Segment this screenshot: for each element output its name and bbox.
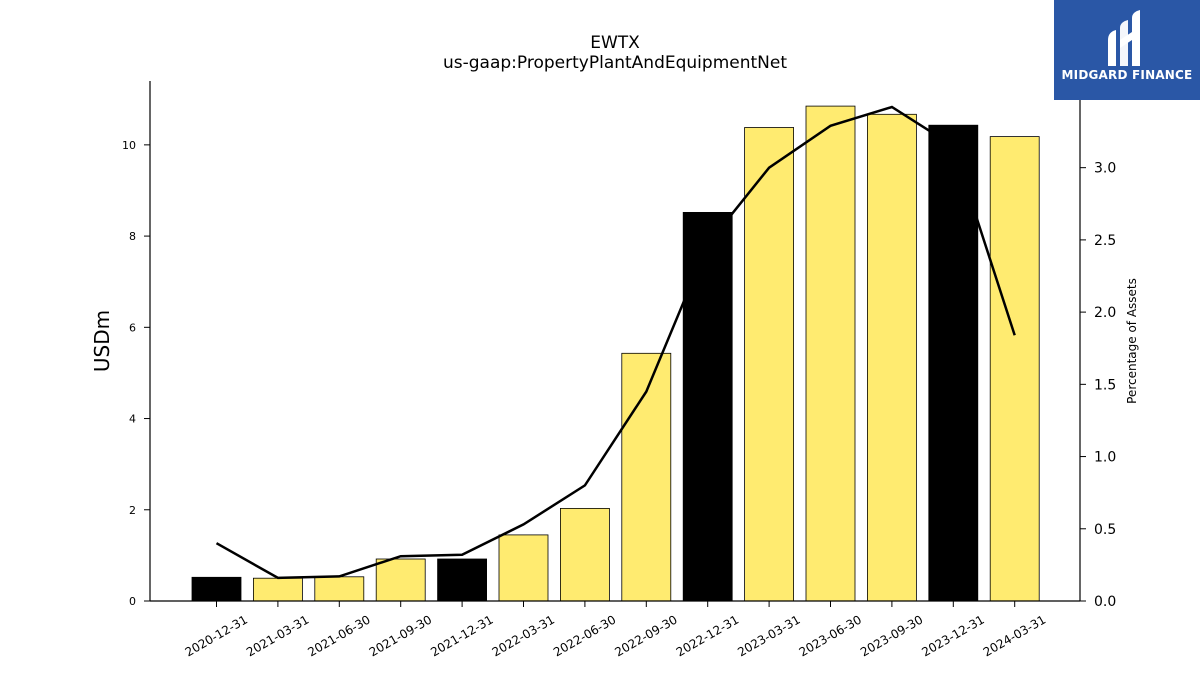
bar-2021-09-30 xyxy=(375,558,426,602)
y-axis-right-label: Percentage of Assets xyxy=(1125,278,1139,404)
x-ticks: 2020-12-312021-03-312021-06-302021-09-30… xyxy=(183,601,1048,659)
bar-2022-03-31 xyxy=(498,534,549,602)
x-tick-label: 2021-06-30 xyxy=(305,612,372,659)
right-tick-label: 1.0 xyxy=(1094,450,1116,466)
bar-2021-03-31 xyxy=(252,577,303,602)
x-tick-label: 2023-06-30 xyxy=(797,612,864,659)
right-tick-label: 2.0 xyxy=(1094,305,1116,321)
bar-2022-09-30 xyxy=(621,352,672,602)
x-tick-label: 2022-03-31 xyxy=(490,612,557,659)
chart-subtitle: us-gaap:PropertyPlantAndEquipmentNet xyxy=(443,53,787,73)
y-axis-label: USDm xyxy=(90,310,114,372)
left-tick-label: 6 xyxy=(129,321,136,334)
x-tick-label: 2024-03-31 xyxy=(981,612,1048,659)
x-tick-label: 2021-09-30 xyxy=(367,612,434,659)
right-tick-label: 0.5 xyxy=(1094,522,1116,538)
logo-text: MIDGARD FINANCE xyxy=(1061,68,1193,82)
chart-title: EWTX xyxy=(590,33,640,53)
x-tick-label: 2022-06-30 xyxy=(551,612,618,659)
logo-icon xyxy=(1108,10,1140,66)
right-tick-label: 0.0 xyxy=(1094,594,1116,610)
left-tick-label: 2 xyxy=(129,504,136,517)
left-tick-label: 0 xyxy=(129,595,136,608)
x-tick-label: 2022-12-31 xyxy=(674,612,741,659)
series-line xyxy=(215,105,1016,580)
x-tick-label: 2022-09-30 xyxy=(612,612,679,659)
bar-2023-06-30 xyxy=(805,105,856,602)
bar-2021-06-30 xyxy=(314,576,365,602)
logo: MIDGARD FINANCE xyxy=(1054,0,1200,100)
left-tick-label: 10 xyxy=(122,139,136,152)
x-tick-label: 2023-09-30 xyxy=(858,612,925,659)
x-tick-label: 2021-12-31 xyxy=(428,612,495,659)
bar-2021-12-31 xyxy=(437,558,488,602)
bar-2022-06-30 xyxy=(560,507,610,602)
bar-2024-03-31 xyxy=(989,136,1040,602)
left-tick-label: 8 xyxy=(129,230,136,243)
left-ticks: 0 2 4 6 8 10 xyxy=(122,139,150,608)
right-tick-label: 3.0 xyxy=(1094,161,1116,177)
x-tick-label: 2023-03-31 xyxy=(735,612,802,659)
bars-group xyxy=(191,105,1040,602)
right-tick-label: 1.5 xyxy=(1094,377,1116,393)
left-tick-label: 4 xyxy=(129,413,136,426)
right-tick-label: 2.5 xyxy=(1094,233,1116,249)
bar-2023-09-30 xyxy=(867,113,917,602)
bar-2023-12-31 xyxy=(928,124,979,602)
x-tick-label: 2023-12-31 xyxy=(919,612,986,659)
bar-2022-12-31 xyxy=(682,211,733,602)
right-ticks: 0.0 0.5 1.0 1.5 2.0 2.5 3.0 xyxy=(1080,161,1116,610)
x-tick-label: 2021-03-31 xyxy=(244,612,311,659)
x-tick-label: 2020-12-31 xyxy=(183,612,250,659)
bar-2020-12-31 xyxy=(191,576,242,602)
bar-2023-03-31 xyxy=(744,127,794,602)
